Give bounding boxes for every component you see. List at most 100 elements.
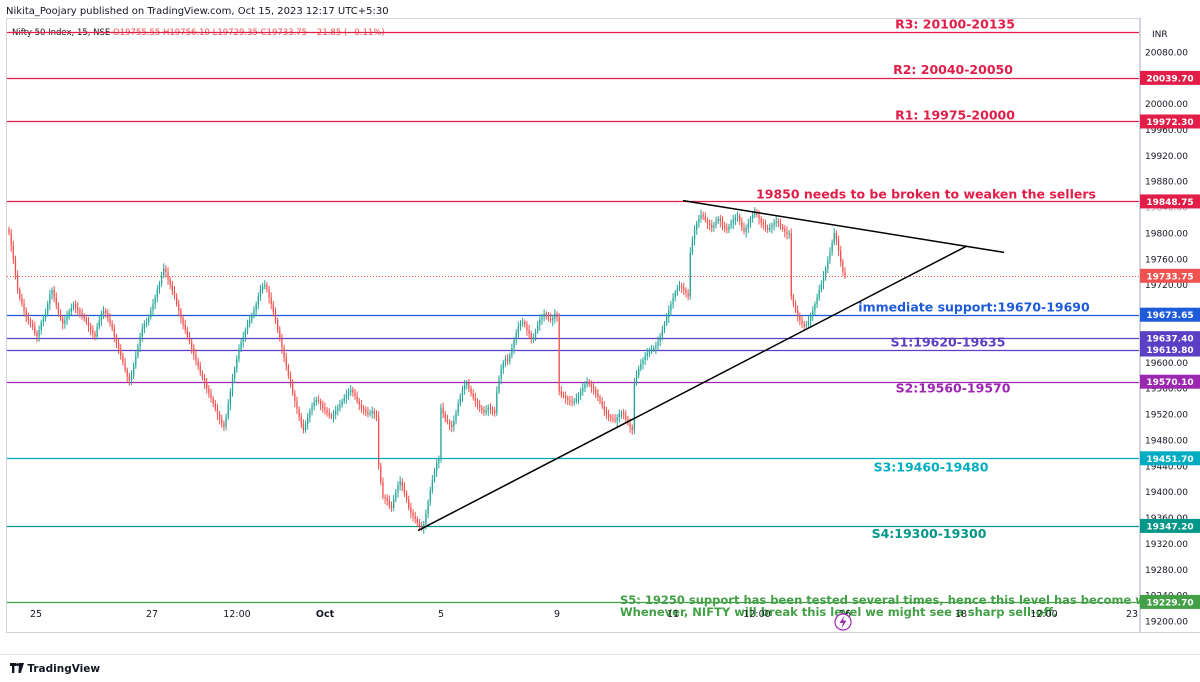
- candle-body: [62, 318, 64, 324]
- candle-body: [152, 304, 154, 311]
- candle-body: [57, 305, 60, 314]
- candle-body: [582, 388, 584, 392]
- candle-body: [408, 499, 410, 508]
- candle-body: [640, 363, 642, 369]
- candle-body: [483, 410, 485, 413]
- candle-body: [491, 408, 494, 411]
- candle-body: [470, 388, 472, 394]
- candle-body: [358, 401, 360, 405]
- price-tag: 19673.65: [1146, 311, 1193, 321]
- candle-body: [236, 359, 238, 369]
- candle-body: [113, 328, 115, 337]
- candle-body: [691, 239, 694, 253]
- candle-body: [760, 218, 762, 223]
- candle-body: [274, 311, 277, 321]
- candle-body: [160, 275, 163, 284]
- candle-body: [171, 284, 173, 292]
- candle-body: [803, 323, 805, 327]
- level-labels-layer: R3: 20100-20135 R2: 20040-20050 R1: 19975-…: [620, 16, 1200, 619]
- candle-body: [579, 391, 582, 395]
- candle-body: [809, 315, 812, 321]
- candle-body: [681, 286, 683, 288]
- level-label: S3:19460-19480: [874, 459, 989, 474]
- candle-body: [547, 315, 550, 319]
- candle-body: [590, 384, 593, 387]
- candle-body: [723, 225, 726, 228]
- candle-body: [130, 375, 133, 381]
- candle-body: [74, 304, 77, 308]
- candle-body: [416, 518, 418, 523]
- candle-body: [156, 289, 158, 298]
- candle-body: [122, 355, 124, 363]
- candle-body: [446, 419, 449, 422]
- candle-body: [831, 242, 833, 253]
- candle-body: [231, 378, 234, 392]
- price-tick-label: 19400.00: [1145, 488, 1188, 498]
- candle-body: [541, 317, 543, 320]
- alert-icon[interactable]: [834, 613, 852, 631]
- candle-body: [650, 349, 653, 351]
- candle-body: [586, 381, 588, 385]
- candle-body: [233, 368, 236, 379]
- candle-body: [225, 417, 227, 428]
- candle-body: [307, 417, 309, 424]
- candle-body: [708, 223, 711, 226]
- candle-body: [81, 313, 83, 316]
- candle-body: [100, 313, 103, 321]
- candle-body: [532, 337, 535, 340]
- candle-body: [330, 415, 333, 417]
- candle-body: [324, 407, 326, 411]
- candle-body: [300, 416, 302, 425]
- candle-body: [732, 220, 734, 224]
- candle-body: [279, 330, 281, 340]
- candle-body: [139, 336, 141, 347]
- candle-body: [197, 361, 199, 367]
- trendlines-layer: [417, 199, 1005, 532]
- candle-body: [764, 225, 767, 228]
- candle-body: [350, 389, 352, 392]
- price-tag-bg: [1140, 594, 1200, 609]
- candle-body: [494, 410, 496, 413]
- time-tick-label: 12:00: [1030, 609, 1057, 620]
- tradingview-logo[interactable]: TradingView: [10, 663, 100, 675]
- candle-body: [438, 458, 440, 464]
- candle-body: [504, 359, 507, 363]
- candle-body: [622, 412, 625, 416]
- candle-body: [463, 384, 466, 390]
- candle-body: [339, 404, 341, 408]
- candle-body: [193, 348, 195, 355]
- candle-body: [302, 424, 305, 431]
- candle-body: [77, 307, 79, 311]
- candle-body: [451, 424, 453, 428]
- candle-body: [102, 310, 105, 314]
- candle-body: [833, 232, 835, 243]
- candle-body: [242, 336, 244, 342]
- candle-body: [107, 313, 109, 319]
- candle-body: [55, 297, 57, 306]
- candle-body: [135, 355, 137, 366]
- candle-body: [298, 408, 300, 417]
- price-tag: 19451.70: [1146, 455, 1193, 465]
- candle-body: [478, 404, 481, 408]
- candle-body: [182, 318, 184, 325]
- candle-body: [822, 275, 825, 284]
- candle-body: [556, 313, 558, 318]
- candle-body: [601, 401, 603, 407]
- candle-body: [745, 227, 747, 232]
- candle-body: [85, 318, 88, 323]
- candle-body: [801, 320, 803, 324]
- price-axis[interactable]: [1140, 18, 1200, 633]
- candle-body: [569, 399, 571, 402]
- candle-body: [739, 216, 741, 222]
- price-tag: 19637.40: [1146, 335, 1193, 345]
- candle-body: [672, 297, 674, 305]
- candle-body: [792, 296, 795, 305]
- candle-body: [420, 526, 423, 528]
- time-tick-label: Oct: [316, 609, 335, 620]
- candle-body: [721, 221, 724, 226]
- candle-body: [89, 326, 92, 330]
- candle-body: [132, 365, 135, 376]
- candle-body: [620, 412, 623, 415]
- candle-body: [511, 348, 513, 356]
